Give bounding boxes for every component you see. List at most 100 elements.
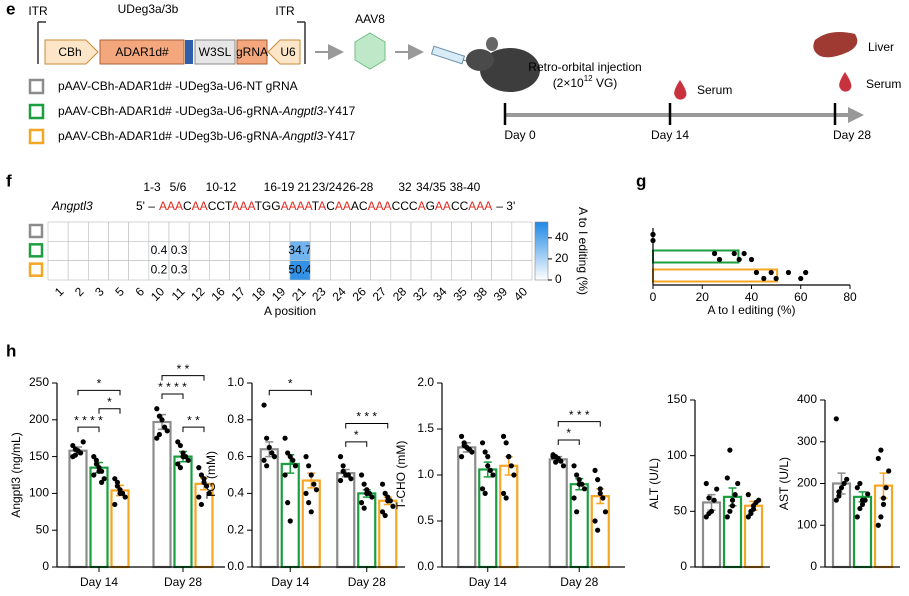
gene-label: Angptl3 <box>51 199 93 213</box>
x-tick-label: 20 <box>696 290 710 304</box>
data-point <box>358 472 365 478</box>
legend-swatch <box>28 128 45 145</box>
data-point <box>716 256 723 263</box>
data-point <box>117 487 123 493</box>
heatmap-cell <box>67 241 89 261</box>
data-point <box>337 454 344 460</box>
bar <box>336 472 356 569</box>
data-point <box>196 465 202 471</box>
data-point <box>361 481 367 487</box>
x-tick-label: 1 <box>52 284 67 299</box>
x-tick-label: Day 28 <box>348 575 386 589</box>
data-point <box>711 250 718 257</box>
data-point <box>597 486 603 492</box>
data-point <box>461 442 467 449</box>
blood-drop <box>674 80 687 100</box>
legend-swatch <box>28 103 45 120</box>
data-point <box>264 463 270 469</box>
heatmap-cell <box>209 221 230 242</box>
heatmap-cell <box>47 221 69 242</box>
promoter <box>267 39 301 65</box>
data-point <box>175 461 181 467</box>
legend-text: pAAV-CBh-ADAR1d# -UDeg3a-U6-gRNA- <box>58 104 283 118</box>
significance-bracket <box>557 439 580 446</box>
sequence-segment: AA <box>435 199 451 213</box>
x-tick-label: 28 <box>390 284 410 304</box>
data-point <box>261 457 267 463</box>
heatmap-cell <box>249 241 271 261</box>
heatmap-cell <box>209 241 230 261</box>
heatmap-cell <box>471 260 492 281</box>
heatmap-cell <box>491 221 513 242</box>
data-point <box>345 472 351 478</box>
bar <box>852 495 873 569</box>
data-point <box>574 509 580 515</box>
data-point <box>340 463 346 469</box>
data-point <box>469 449 475 455</box>
data-point <box>600 495 606 501</box>
x-tick-label: 21 <box>289 284 309 304</box>
dose-label: (2×1012 VG) <box>553 74 618 90</box>
liver <box>813 32 858 58</box>
sequence-segment: A <box>318 199 326 213</box>
data-point <box>185 457 191 463</box>
heatmap-cell <box>128 241 150 261</box>
cell-label: 0.2 <box>151 263 168 277</box>
data-point <box>285 500 291 506</box>
y-tick-label: 0.5 <box>417 513 434 527</box>
significance-label: * <box>288 377 293 391</box>
data-point <box>854 485 860 491</box>
data-point <box>264 435 270 441</box>
panel-e: e ITR ITR UDeg3a/3b CBh ADAR1d# W3SL gRN… <box>6 0 901 145</box>
grna-box <box>236 39 268 65</box>
x-tick-label: 0 <box>650 290 657 304</box>
data-point <box>93 457 99 463</box>
x-tick-label: 34 <box>430 284 450 304</box>
data-point <box>711 497 717 503</box>
heatmap-cell <box>491 241 513 261</box>
data-point <box>602 509 609 515</box>
data-point <box>550 454 556 460</box>
bar <box>478 468 498 569</box>
significance-bracket <box>98 408 121 414</box>
element-label: W3SL <box>199 45 232 59</box>
significance-label: * * * <box>569 408 590 422</box>
data-point <box>201 479 207 485</box>
y-tick-label: 150 <box>29 449 49 463</box>
x-axis-label: A to I editing (%) <box>707 303 795 317</box>
x-tick-label: 38 <box>471 284 491 304</box>
heatmap-cell <box>430 260 452 281</box>
data-point <box>859 497 866 503</box>
significance-bracket <box>268 389 312 396</box>
mouse <box>486 37 498 51</box>
site-label: 38-40 <box>450 180 481 194</box>
y-tick-label: 0 <box>810 559 817 573</box>
x-tick-label: 24 <box>329 284 349 304</box>
y-tick-label: 100 <box>797 517 817 531</box>
data-point <box>500 490 507 496</box>
x-tick-label: 18 <box>249 284 269 304</box>
heatmap-cell <box>511 221 533 242</box>
data-point <box>592 518 598 524</box>
data-point <box>803 269 809 276</box>
colorbar-label: A to I editing (%) <box>576 207 590 295</box>
heatmap-cell <box>330 221 351 242</box>
data-point <box>750 506 757 512</box>
data-point <box>753 269 760 276</box>
data-point <box>287 454 293 460</box>
data-point <box>500 433 507 439</box>
data-point <box>479 440 486 446</box>
legend-text: pAAV-CBh-ADAR1d# -UDeg3a-U6-NT gRNA <box>58 79 298 93</box>
data-point <box>880 495 887 501</box>
data-point <box>358 500 365 506</box>
sequence-segment: AC <box>351 199 368 213</box>
w3sl-box <box>194 39 236 65</box>
sequence-end: – 3' <box>496 199 515 213</box>
data-point <box>838 485 845 491</box>
site-label: 5/6 <box>170 180 187 194</box>
heatmap-cell <box>229 260 250 281</box>
data-point <box>703 480 709 487</box>
y-tick-label: 0 <box>42 559 49 573</box>
data-point <box>875 522 881 528</box>
vector-label: AAV8 <box>355 12 385 26</box>
